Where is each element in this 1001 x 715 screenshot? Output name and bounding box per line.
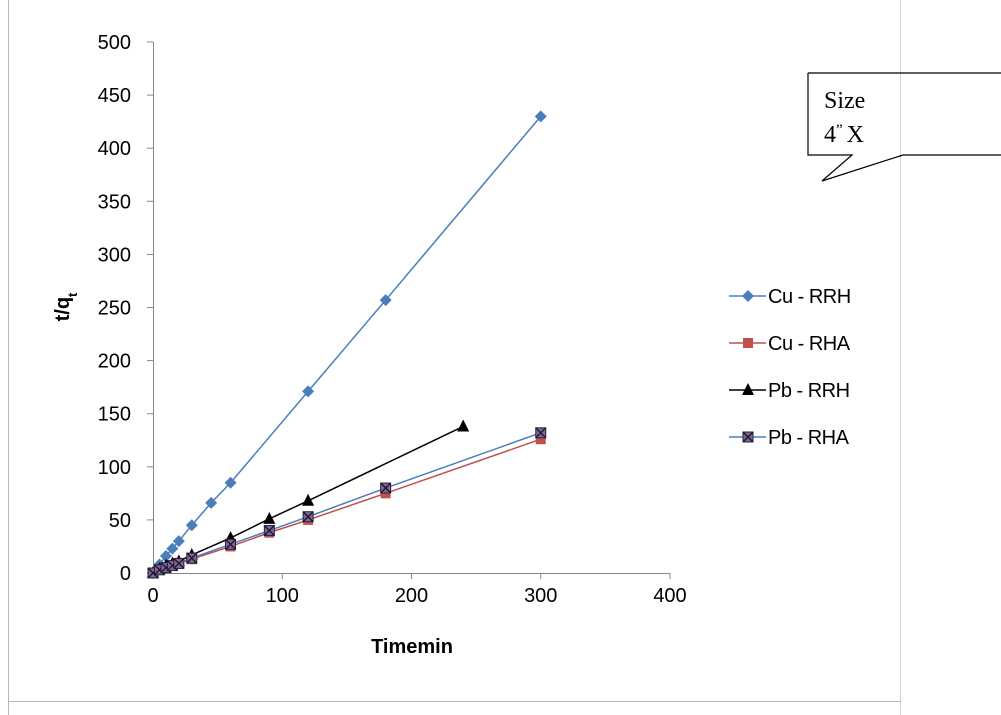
legend: Cu - RRH Cu - RHA Pb - RRH Pb - RHA <box>729 286 851 449</box>
legend-label: Pb - RHA <box>768 427 850 449</box>
y-tick-label: 300 <box>98 244 131 266</box>
y-tick-label: 350 <box>98 191 131 213</box>
callout-outline <box>807 72 1001 182</box>
y-axis-ticks: 0 50 100 150 200 250 300 350 400 450 500 <box>98 32 153 585</box>
data-point-diamond <box>302 385 315 398</box>
y-tick-label: 500 <box>98 32 131 54</box>
y-tick-label: 150 <box>98 404 131 426</box>
series-pb-rha <box>147 427 547 579</box>
data-point-square-x <box>186 552 198 564</box>
legend-item: Cu - RRH <box>729 286 851 308</box>
callout-line-2-number: 4 <box>824 122 836 148</box>
data-point-diamond <box>166 542 179 555</box>
x-tick-label: 100 <box>266 585 299 607</box>
data-point-diamond <box>224 476 237 489</box>
y-tick-label: 100 <box>98 457 131 479</box>
x-tick-label: 0 <box>147 585 158 607</box>
data-point-diamond <box>185 519 198 532</box>
data-point-square-x <box>263 525 275 537</box>
callout-line-2: 4” X <box>824 122 864 148</box>
callout-line-2-rest: X <box>847 122 864 148</box>
y-tick-label: 450 <box>98 85 131 107</box>
x-axis-ticks: 0 100 200 300 400 <box>147 573 687 607</box>
data-point-triangle <box>263 511 276 524</box>
data-point-diamond <box>159 550 172 563</box>
data-point-diamond <box>379 294 392 307</box>
legend-label: Cu - RHA <box>768 333 851 355</box>
data-point-diamond <box>742 290 754 302</box>
data-point-square-x <box>742 431 754 443</box>
data-point-triangle <box>302 493 315 506</box>
data-point-diamond <box>534 110 547 123</box>
callout-line-2-superscript: ” <box>836 122 843 138</box>
legend-item: Pb - RHA <box>729 427 850 449</box>
data-point-triangle <box>742 383 754 395</box>
legend-item: Cu - RHA <box>729 333 851 355</box>
data-point-square-x <box>225 538 237 550</box>
x-tick-label: 400 <box>653 585 686 607</box>
callout-box: Size 4” X <box>807 72 1001 182</box>
legend-item: Pb - RRH <box>729 380 850 402</box>
y-tick-label: 250 <box>98 298 131 320</box>
series-layer <box>147 110 547 579</box>
y-axis-title-main: t/q <box>52 297 74 321</box>
y-tick-label: 400 <box>98 138 131 160</box>
y-tick-label: 50 <box>109 510 131 532</box>
x-tick-label: 300 <box>524 585 557 607</box>
y-axis-title: t/qt <box>52 292 80 321</box>
y-tick-label: 200 <box>98 351 131 373</box>
data-point-square-x <box>173 557 185 569</box>
data-point-square-x <box>535 427 547 439</box>
legend-label: Pb - RRH <box>768 380 850 402</box>
y-tick-label: 0 <box>120 563 131 585</box>
x-tick-label: 200 <box>395 585 428 607</box>
data-point-square <box>743 338 753 348</box>
data-point-diamond <box>205 496 218 509</box>
y-axis-title-subscript: t <box>65 292 80 297</box>
legend-label: Cu - RRH <box>768 286 851 308</box>
x-axis-title: Timemin <box>371 636 453 658</box>
callout-line-1: Size <box>824 88 865 114</box>
data-point-square <box>535 434 546 445</box>
data-point-diamond <box>172 535 185 548</box>
data-point-triangle <box>457 419 470 432</box>
data-point-square-x <box>302 511 314 523</box>
data-point-square-x <box>380 482 392 494</box>
series-cu-rrh <box>147 110 547 579</box>
